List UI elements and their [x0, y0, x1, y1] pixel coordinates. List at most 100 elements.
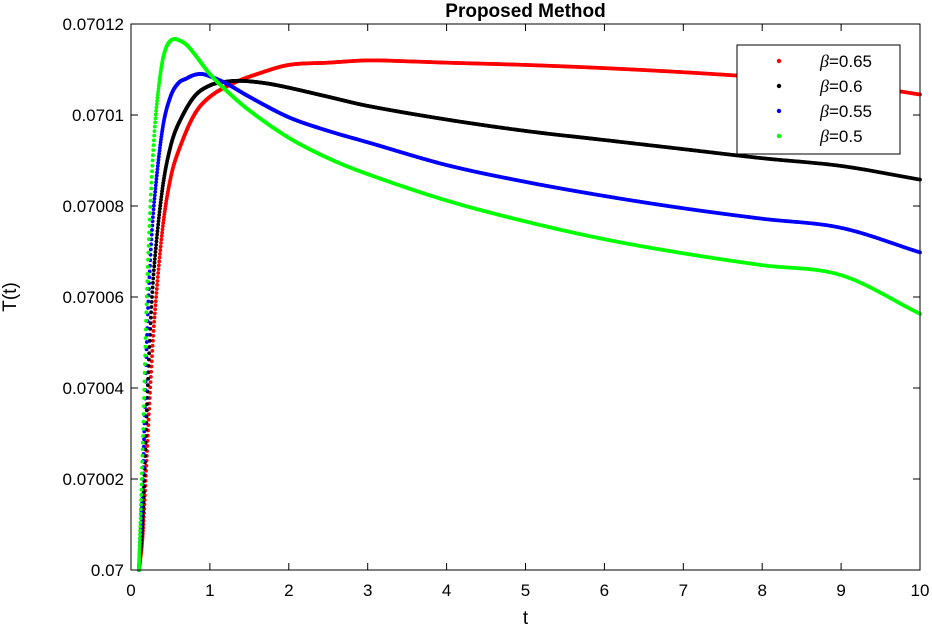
series-1-point — [155, 279, 160, 283]
series-4-point — [138, 532, 142, 537]
series-4-point — [139, 482, 144, 487]
series-4-point — [137, 549, 142, 554]
series-4-point — [142, 387, 147, 392]
series-3-point — [156, 160, 161, 165]
series-2-point — [146, 357, 151, 362]
legend-label: β=0.65 — [819, 51, 872, 71]
series-1-point — [148, 385, 153, 390]
series-1-point — [156, 271, 161, 275]
series-1-point — [153, 307, 158, 312]
series-3-point — [145, 333, 149, 337]
series-1-point — [153, 303, 158, 308]
series-4-point — [140, 471, 144, 476]
series-3-point — [151, 203, 156, 208]
x-tick-label: 2 — [284, 581, 293, 600]
series-4-point — [156, 86, 161, 91]
series-2-point — [147, 338, 152, 343]
series-4-markers — [136, 37, 922, 572]
y-axis-label: T(t) — [0, 282, 21, 312]
series-4-point — [142, 370, 147, 375]
series-2-point — [152, 257, 157, 261]
y-tick-label: 0.07008 — [63, 197, 124, 216]
series-4-point — [153, 112, 158, 117]
series-2-point — [158, 206, 162, 211]
series-1-point — [160, 230, 165, 235]
series-1-point — [144, 463, 149, 468]
series-2-point — [153, 253, 158, 258]
series-3-point — [157, 148, 162, 153]
series-4-point — [138, 520, 143, 525]
series-3-point — [147, 275, 152, 280]
series-1-point — [152, 319, 157, 324]
series-3-point — [158, 145, 162, 150]
legend-value: =0.6 — [829, 77, 863, 96]
series-1-point — [161, 218, 166, 222]
series-4-point — [147, 230, 152, 235]
series-4-point — [140, 459, 145, 464]
x-tick-label: 5 — [521, 581, 530, 600]
series-2-point — [154, 239, 159, 244]
series-3-point — [152, 200, 157, 205]
series-4-point — [157, 80, 162, 85]
series-2-point — [147, 351, 152, 356]
series-4-point — [143, 336, 148, 340]
y-tick-label: 0.07 — [91, 561, 124, 580]
series-1-point — [159, 237, 164, 242]
series-2-point — [148, 321, 153, 326]
series-3-point — [156, 154, 161, 159]
legend-label: β=0.5 — [819, 126, 863, 146]
series-1-point — [157, 259, 162, 264]
series-4-point — [145, 264, 150, 269]
series-4-point — [153, 116, 158, 121]
series-4-point — [137, 543, 142, 547]
series-4-point — [144, 310, 149, 315]
series-1-point — [162, 212, 167, 217]
series-1-point — [156, 267, 161, 272]
series-2-point — [145, 402, 149, 407]
x-tick-label: 1 — [205, 581, 214, 600]
y-tick-label: 0.0701 — [72, 106, 124, 125]
series-1-point — [158, 248, 163, 253]
series-4-point — [143, 344, 148, 349]
series-2-point — [158, 200, 163, 205]
series-4-point — [138, 528, 143, 533]
series-4-point — [144, 302, 149, 307]
legend-marker — [776, 58, 782, 64]
series-3-point — [158, 142, 163, 147]
series-2-point — [152, 260, 157, 265]
legend-marker — [776, 108, 782, 114]
series-4-point — [146, 250, 151, 255]
series-2-point — [158, 203, 163, 208]
x-tick-label: 6 — [600, 581, 609, 600]
series-3-point — [152, 196, 157, 201]
series-3-point — [152, 193, 157, 198]
series-3-point — [156, 157, 161, 162]
series-2-point — [149, 300, 154, 304]
series-2-point — [149, 305, 154, 309]
series-3-point — [154, 180, 159, 185]
series-1-point — [159, 234, 164, 238]
series-1-point — [151, 338, 155, 343]
series-2-point — [147, 345, 152, 349]
series-3-point — [147, 269, 152, 274]
series-4-point — [143, 362, 147, 367]
series-3-point — [146, 299, 151, 304]
series-3-point — [146, 306, 150, 310]
x-tick-label: 10 — [911, 581, 930, 600]
series-4-point — [138, 512, 143, 516]
series-4-point — [156, 83, 161, 88]
legend-box — [736, 44, 901, 155]
series-2-point — [145, 383, 150, 388]
series-4-point — [151, 153, 155, 158]
series-4-point — [151, 138, 156, 143]
series-4-point — [138, 507, 143, 512]
series-4-point — [155, 95, 160, 100]
series-4-point — [139, 502, 143, 507]
series-2-point — [155, 229, 160, 234]
series-2-point — [151, 281, 155, 285]
series-1-point — [154, 291, 159, 295]
series-4-point — [143, 353, 148, 358]
series-1-point — [151, 329, 156, 333]
series-3-point — [155, 164, 160, 168]
series-1-point — [152, 311, 157, 316]
